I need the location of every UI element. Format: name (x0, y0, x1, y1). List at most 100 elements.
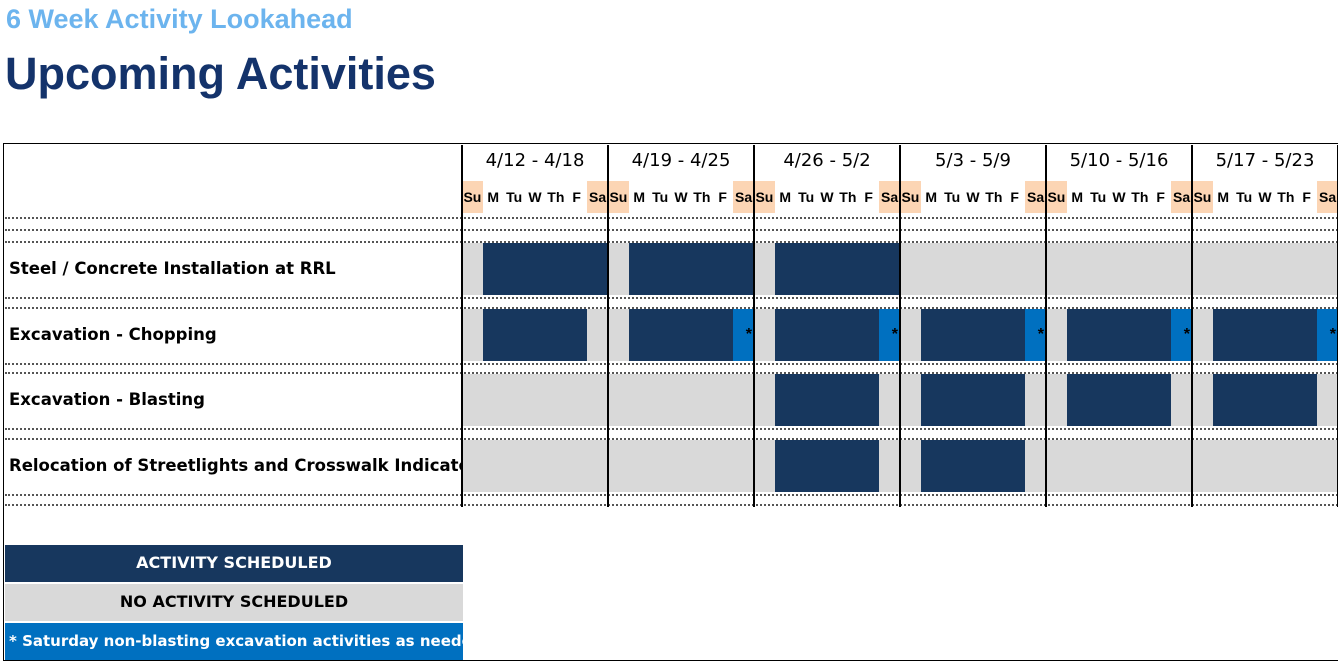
schedule-cell (1296, 440, 1318, 492)
schedule-cell (837, 243, 859, 295)
schedule-cell (879, 440, 901, 492)
day-label: M (925, 189, 938, 205)
day-label: Tu (652, 189, 669, 205)
schedule-cell (1129, 309, 1151, 361)
schedule-cell (774, 309, 797, 361)
schedule-cell (628, 309, 651, 361)
week-divider (899, 145, 901, 507)
schedule-cell (1171, 374, 1193, 426)
schedule-cell (1025, 243, 1047, 295)
schedule-cell (524, 243, 547, 295)
schedule-cell (837, 374, 859, 426)
schedule-cell (900, 243, 922, 295)
day-label: Th (547, 189, 565, 205)
schedule-cell (545, 440, 567, 492)
schedule-cell (774, 374, 797, 426)
saturday-marker: * (1329, 326, 1336, 343)
schedule-cell (691, 243, 713, 295)
schedule-cell (1150, 309, 1172, 361)
day-label: Su (900, 181, 921, 213)
row-separator (5, 307, 1338, 309)
schedule-cell (816, 309, 839, 361)
schedule-cell (691, 374, 713, 426)
schedule-cell (983, 309, 1005, 361)
schedule-cell (566, 309, 588, 361)
day-label: Sa (1025, 181, 1046, 213)
schedule-cell (962, 243, 985, 295)
schedule-cell (1108, 374, 1131, 426)
day-label: Sa (1317, 181, 1338, 213)
schedule-cell (1046, 374, 1068, 426)
schedule-cell (649, 309, 672, 361)
schedule-cell (1317, 243, 1338, 295)
schedule-cell (628, 440, 651, 492)
schedule-cell (524, 309, 547, 361)
schedule-cell (1254, 440, 1277, 492)
schedule-cell (754, 309, 776, 361)
schedule-cell (733, 309, 755, 361)
day-label: Tu (1236, 189, 1253, 205)
day-label: Su (462, 181, 483, 213)
schedule-cell (670, 309, 693, 361)
schedule-cell (1066, 309, 1089, 361)
day-label: M (1217, 189, 1230, 205)
schedule-cell (482, 440, 505, 492)
schedule-cell (941, 309, 964, 361)
row-separator (5, 363, 1338, 365)
schedule-cell (1212, 374, 1235, 426)
schedule-cell (858, 309, 880, 361)
schedule-cell (545, 374, 567, 426)
schedule-cell (608, 440, 630, 492)
schedule-cell (1129, 374, 1151, 426)
row-separator (5, 297, 1338, 299)
day-label: Tu (798, 189, 815, 205)
row-separator (5, 494, 1338, 496)
schedule-cell (962, 309, 985, 361)
schedule-cell (566, 440, 588, 492)
schedule-cell (920, 374, 943, 426)
week-divider (753, 145, 755, 507)
schedule-cell (1025, 309, 1047, 361)
schedule-cell (524, 374, 547, 426)
schedule-cell (795, 374, 818, 426)
schedule-cell (1233, 243, 1256, 295)
schedule-cell (608, 309, 630, 361)
schedule-cell (670, 243, 693, 295)
schedule-cell (712, 243, 734, 295)
day-label: W (966, 189, 980, 205)
schedule-cell (983, 243, 1005, 295)
schedule-cell (920, 440, 943, 492)
schedule-cell (608, 374, 630, 426)
schedule-cell (503, 243, 526, 295)
schedule-cell (1192, 309, 1214, 361)
schedule-cell (524, 440, 547, 492)
legend-item: ACTIVITY SCHEDULED (5, 545, 463, 582)
week-label: 4/12 - 4/18 (485, 150, 585, 171)
schedule-cell (1317, 309, 1338, 361)
schedule-cell (503, 440, 526, 492)
schedule-cell (941, 243, 964, 295)
schedule-cell (795, 440, 818, 492)
schedule-cell (1046, 243, 1068, 295)
schedule-cell (566, 243, 588, 295)
schedule-cell (1150, 243, 1172, 295)
schedule-cell (1296, 309, 1318, 361)
schedule-cell (1254, 374, 1277, 426)
schedule-cell (1171, 243, 1193, 295)
day-label: Sa (879, 181, 900, 213)
schedule-cell (900, 374, 922, 426)
schedule-cell (587, 309, 609, 361)
schedule-cell (503, 374, 526, 426)
schedule-cell (1046, 440, 1068, 492)
schedule-cell (712, 374, 734, 426)
day-label: W (674, 189, 688, 205)
schedule-cell (1233, 374, 1256, 426)
schedule-cell (920, 309, 943, 361)
schedule-cell (670, 440, 693, 492)
day-label: Su (754, 181, 775, 213)
day-label: Su (608, 181, 629, 213)
schedule-cell (649, 374, 672, 426)
schedule-cell (983, 440, 1005, 492)
schedule-cell (774, 243, 797, 295)
day-label: M (487, 189, 500, 205)
